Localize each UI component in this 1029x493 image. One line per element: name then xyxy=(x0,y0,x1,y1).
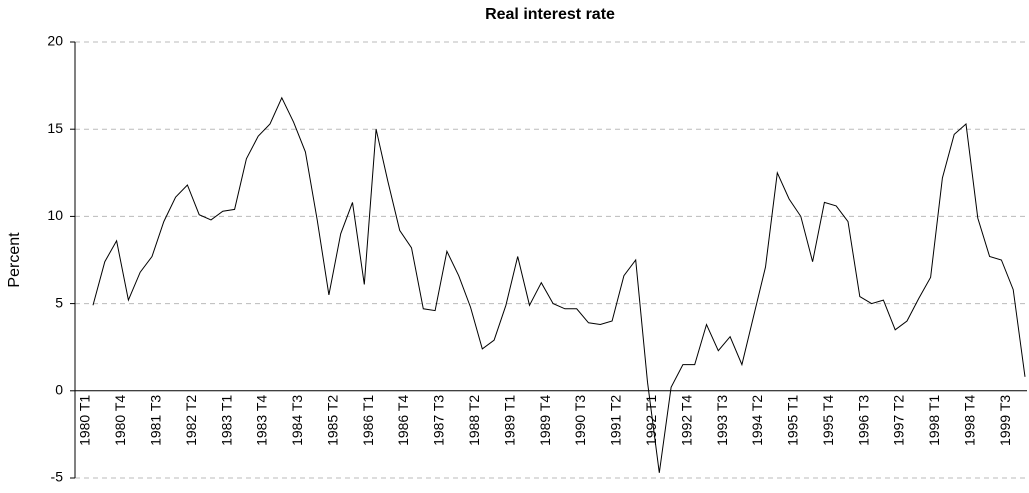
y-tick-label: 10 xyxy=(47,207,63,223)
x-tick-label: 1991 T2 xyxy=(608,395,624,446)
y-tick-label: 20 xyxy=(47,33,63,49)
x-tick-label: 1981 T3 xyxy=(147,395,163,446)
x-tick-label: 1983 T1 xyxy=(218,395,234,446)
x-tick-label: 1983 T4 xyxy=(254,395,270,446)
x-tick-label: 1986 T4 xyxy=(395,395,411,446)
x-tick-label: 1980 T4 xyxy=(112,395,128,446)
x-tick-label: 1989 T1 xyxy=(501,395,517,446)
y-axis-label: Percent xyxy=(6,232,23,288)
y-tick-label: 0 xyxy=(55,382,63,398)
x-tick-label: 1997 T2 xyxy=(891,395,907,446)
x-tick-label: 1995 T1 xyxy=(785,395,801,446)
x-tick-label: 1993 T3 xyxy=(714,395,730,446)
x-tick-label: 1987 T3 xyxy=(431,395,447,446)
x-tick-label: 1988 T2 xyxy=(466,395,482,446)
x-tick-label: 1994 T2 xyxy=(749,395,765,446)
y-tick-label: 15 xyxy=(47,120,63,136)
x-tick-label: 1998 T4 xyxy=(962,395,978,446)
x-tick-label: 1999 T3 xyxy=(997,395,1013,446)
x-tick-label: 1985 T2 xyxy=(324,395,340,446)
x-tick-label: 1996 T3 xyxy=(855,395,871,446)
x-tick-label: 1986 T1 xyxy=(360,395,376,446)
x-tick-label: 1984 T3 xyxy=(289,395,305,446)
x-tick-label: 1990 T3 xyxy=(572,395,588,446)
y-tick-label: -5 xyxy=(51,469,64,485)
x-tick-label: 1998 T1 xyxy=(926,395,942,446)
chart-title: Real interest rate xyxy=(485,6,615,23)
data-line xyxy=(92,96,1026,473)
y-tick-label: 5 xyxy=(55,294,63,310)
x-tick-label: 1980 T1 xyxy=(77,395,93,446)
x-tick-label: 1995 T4 xyxy=(820,395,836,446)
x-tick-label: 1992 T4 xyxy=(678,395,694,446)
x-tick-label: 1992 T1 xyxy=(643,395,659,446)
x-tick-label: 1989 T4 xyxy=(537,395,553,446)
x-tick-label: 1982 T2 xyxy=(183,395,199,446)
